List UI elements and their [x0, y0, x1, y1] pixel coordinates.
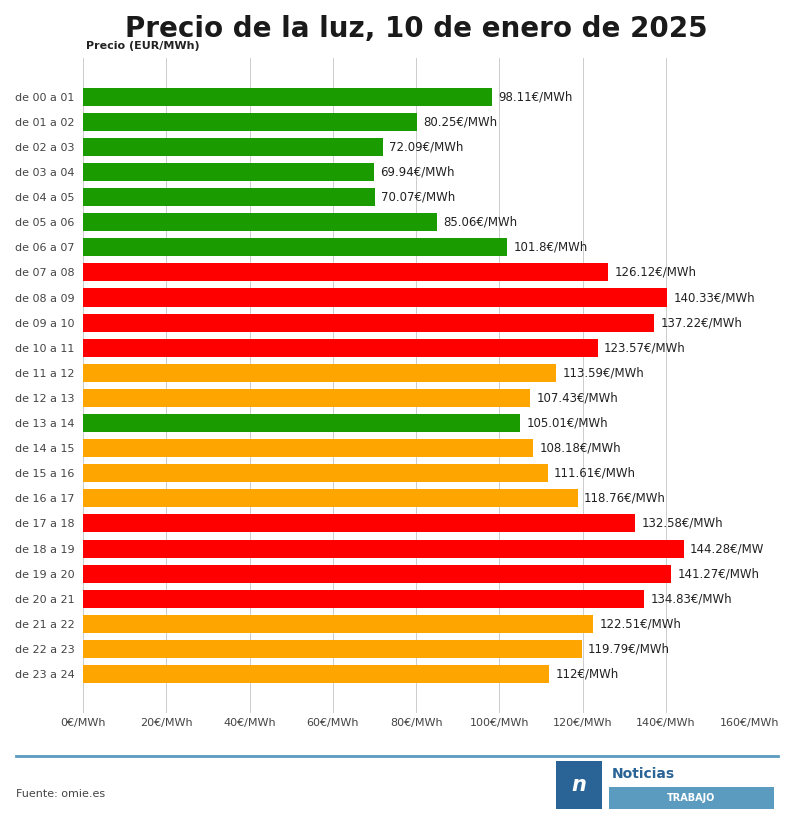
Text: Noticias: Noticias — [611, 767, 675, 781]
Bar — [83, 640, 582, 658]
Text: 140.33€/MWh: 140.33€/MWh — [673, 291, 755, 304]
Text: 112€/MWh: 112€/MWh — [556, 667, 619, 681]
Bar — [83, 515, 635, 533]
Bar — [83, 87, 491, 105]
Text: 72.09€/MWh: 72.09€/MWh — [390, 141, 464, 154]
Text: Fuente: omie.es: Fuente: omie.es — [16, 789, 105, 799]
Bar — [83, 665, 549, 683]
Text: 108.18€/MWh: 108.18€/MWh — [540, 442, 622, 454]
FancyBboxPatch shape — [556, 761, 603, 809]
Text: 107.43€/MWh: 107.43€/MWh — [537, 391, 619, 404]
Bar — [83, 339, 598, 357]
Bar — [83, 213, 437, 231]
Bar — [83, 414, 520, 432]
Text: 80.25€/MWh: 80.25€/MWh — [423, 115, 498, 128]
Text: 126.12€/MWh: 126.12€/MWh — [615, 266, 696, 279]
Text: 98.11€/MWh: 98.11€/MWh — [498, 90, 572, 103]
Text: 113.59€/MWh: 113.59€/MWh — [562, 366, 644, 379]
Bar — [83, 188, 375, 206]
Text: 134.83€/MWh: 134.83€/MWh — [651, 592, 732, 605]
Bar — [83, 489, 577, 507]
Bar — [83, 263, 608, 281]
Text: 69.94€/MWh: 69.94€/MWh — [380, 166, 455, 178]
Text: 118.76€/MWh: 118.76€/MWh — [584, 492, 665, 505]
FancyBboxPatch shape — [609, 787, 773, 809]
Text: 70.07€/MWh: 70.07€/MWh — [381, 190, 455, 203]
Bar — [83, 565, 671, 583]
Text: 85.06€/MWh: 85.06€/MWh — [444, 216, 518, 229]
Bar — [83, 539, 684, 558]
Text: 122.51€/MWh: 122.51€/MWh — [599, 618, 681, 631]
Text: 144.28€/MW: 144.28€/MW — [690, 542, 765, 555]
Text: 141.27€/MWh: 141.27€/MWh — [677, 567, 760, 580]
Text: 111.61€/MWh: 111.61€/MWh — [554, 467, 636, 480]
Text: n: n — [572, 775, 587, 795]
Bar — [83, 464, 548, 482]
Text: 119.79€/MWh: 119.79€/MWh — [588, 642, 670, 655]
Text: Precio (EUR/MWh): Precio (EUR/MWh) — [87, 42, 200, 51]
Bar — [83, 364, 556, 382]
Bar — [83, 314, 654, 332]
Bar — [83, 439, 534, 458]
Bar — [83, 288, 667, 306]
Text: 105.01€/MWh: 105.01€/MWh — [526, 417, 608, 430]
Bar — [83, 163, 374, 181]
Bar — [83, 590, 645, 608]
Title: Precio de la luz, 10 de enero de 2025: Precio de la luz, 10 de enero de 2025 — [125, 15, 707, 43]
Bar — [83, 239, 507, 257]
Text: 132.58€/MWh: 132.58€/MWh — [642, 517, 723, 530]
Bar — [83, 389, 530, 407]
Text: 101.8€/MWh: 101.8€/MWh — [513, 241, 588, 254]
Text: 123.57€/MWh: 123.57€/MWh — [603, 342, 685, 355]
Bar — [83, 138, 384, 156]
Text: TRABAJO: TRABAJO — [667, 793, 715, 803]
Text: 137.22€/MWh: 137.22€/MWh — [661, 316, 742, 329]
Bar — [83, 615, 593, 633]
Bar — [83, 113, 417, 131]
